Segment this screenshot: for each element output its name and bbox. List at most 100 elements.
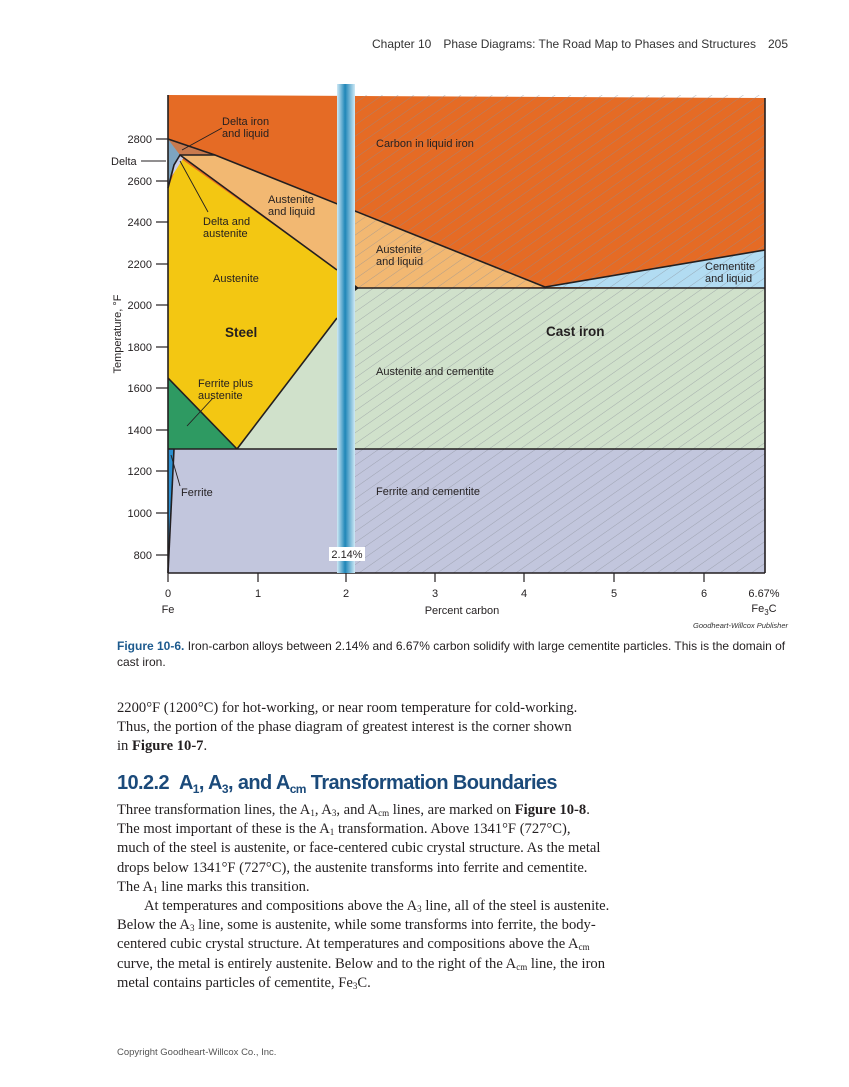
text-run: A bbox=[178, 772, 193, 794]
label-carbon-liquid: Carbon in liquid iron bbox=[376, 138, 474, 150]
text-run: lines, are marked on bbox=[389, 802, 515, 818]
text-line: much of the steel is austenite, or face-… bbox=[117, 839, 797, 858]
y-tick-label: 2600 bbox=[128, 176, 152, 188]
subscript: cm bbox=[378, 808, 390, 818]
subscript: 3 bbox=[417, 904, 422, 915]
text-run: , A bbox=[198, 772, 223, 794]
x-tick-label: 4 bbox=[521, 588, 527, 600]
subscript: cm bbox=[289, 782, 307, 796]
text-run: Thus, the portion of the phase diagram o… bbox=[117, 719, 572, 736]
liquidus-line bbox=[167, 138, 766, 288]
x-tick-label: 0 bbox=[165, 588, 171, 600]
y-tick-label: 1800 bbox=[128, 342, 152, 354]
y-tick-label: 1400 bbox=[128, 425, 152, 437]
ferrite-solvus-line bbox=[167, 448, 175, 574]
text-line: 2200°F (1200°C) for hot-working, or near… bbox=[117, 699, 797, 718]
text-run: , and A bbox=[336, 802, 379, 818]
divider-2-14-percent bbox=[337, 84, 355, 573]
x-tick-label: 6 bbox=[701, 588, 707, 600]
text-run: curve, the metal is entirely austenite. … bbox=[117, 955, 517, 972]
solidus-line bbox=[167, 153, 338, 271]
text-run: The A bbox=[117, 878, 154, 895]
text-line: The most important of these is the A1 tr… bbox=[117, 820, 797, 839]
running-header: Chapter 10 Phase Diagrams: The Road Map t… bbox=[360, 37, 788, 51]
text-run: centered cubic crystal structure. At tem… bbox=[117, 936, 579, 953]
text-line: centered cubic crystal structure. At tem… bbox=[117, 935, 797, 954]
text-run: , A bbox=[314, 802, 332, 818]
subscript: 3 bbox=[189, 923, 195, 934]
page-number: 205 bbox=[767, 37, 788, 51]
text-run: line, all of the steel is austenite. bbox=[421, 898, 610, 915]
label-ferrite: Ferrite bbox=[181, 487, 213, 499]
text-run: Below the A bbox=[117, 917, 190, 934]
label-delta-iron-liquid: Delta iron and liquid bbox=[222, 116, 269, 140]
region-austenite bbox=[168, 158, 337, 449]
label-austenite-liquid-left: Austenite and liquid bbox=[268, 194, 315, 218]
text-run: line, the iron bbox=[527, 955, 606, 972]
y-tick-label: 800 bbox=[134, 550, 152, 562]
x-left-label: Fe bbox=[162, 604, 175, 616]
subscript: 1 bbox=[310, 808, 315, 818]
footer-copyright: Copyright Goodheart-Willcox Co., Inc. bbox=[117, 1047, 277, 1058]
text-run: in bbox=[117, 738, 132, 755]
y-axis-label: Temperature, °F bbox=[112, 294, 124, 373]
divider-label-box bbox=[329, 547, 365, 561]
y-tick-label: 1600 bbox=[128, 383, 152, 395]
section-title: A1, A3, and Acm Transformation Boundarie… bbox=[178, 772, 558, 796]
label-delta: Delta bbox=[111, 156, 138, 168]
y-tick-label: 2000 bbox=[128, 300, 152, 312]
x-axis-label: Percent carbon bbox=[425, 605, 500, 617]
text-line: Below the A3 line, some is austenite, wh… bbox=[117, 916, 797, 935]
y-tick-label: 1200 bbox=[128, 466, 152, 478]
x-right-label: Fe3C bbox=[751, 603, 776, 617]
x-tick-label: 6.67% bbox=[748, 588, 779, 600]
subscript: 1 bbox=[153, 884, 158, 895]
x-tick-label: 2 bbox=[343, 588, 349, 600]
text-run: Three transformation lines, the A bbox=[117, 802, 311, 818]
label-delta-austenite: Delta and austenite bbox=[203, 216, 250, 240]
text-run: C. bbox=[357, 974, 371, 991]
x-tick-label: 3 bbox=[432, 588, 438, 600]
subscript: cm bbox=[578, 942, 590, 953]
y-tick-label: 2200 bbox=[128, 259, 152, 271]
text-line: in Figure 10-7. bbox=[117, 737, 797, 756]
text-run: drops below 1341°F (727°C), the austenit… bbox=[117, 859, 588, 876]
figure-reference: Figure 10-7 bbox=[132, 738, 204, 755]
figure-credit: Goodheart-Willcox Publisher bbox=[693, 621, 788, 630]
caption-label: Figure 10-6. bbox=[117, 639, 185, 653]
text-run: 2200°F (1200°C) for hot-working, or near… bbox=[117, 700, 578, 716]
section-heading: 10.2.2 A1, A3, and Acm Transformation Bo… bbox=[117, 772, 558, 796]
text-line: At temperatures and compositions above t… bbox=[117, 897, 797, 916]
label-austenite-liquid-right: Austenite and liquid bbox=[376, 244, 423, 268]
text-line: Three transformation lines, the A1, A3, … bbox=[117, 801, 797, 820]
y-tick-label: 2400 bbox=[128, 217, 152, 229]
text-run: . bbox=[203, 738, 208, 755]
y-tick-label: 2800 bbox=[128, 134, 152, 146]
body-paragraphs: Three transformation lines, the A1, A3, … bbox=[117, 801, 797, 993]
chapter-label: Chapter 10 bbox=[371, 37, 432, 51]
text-run: line marks this transition. bbox=[157, 878, 310, 895]
subscript: 3 bbox=[352, 980, 358, 991]
eutectic-marker-icon bbox=[355, 285, 359, 291]
label-austenite: Austenite bbox=[213, 273, 259, 285]
intro-paragraph: 2200°F (1200°C) for hot-working, or near… bbox=[117, 699, 797, 757]
x-tick-label: 1 bbox=[255, 588, 261, 600]
region-delta-austenite bbox=[172, 155, 184, 176]
text-run: . bbox=[586, 802, 590, 818]
text-run: metal contains particles of cementite, F… bbox=[117, 974, 353, 991]
subscript: 3 bbox=[221, 782, 229, 796]
text-run: Transformation Boundaries bbox=[305, 772, 558, 794]
text-line: Thus, the portion of the phase diagram o… bbox=[117, 718, 797, 737]
label-cast-iron: Cast iron bbox=[546, 324, 605, 339]
iron-carbon-phase-diagram: 2800 2600 2400 2200 2000 1800 1600 1400 … bbox=[111, 84, 780, 617]
text-run: The most important of these is the A bbox=[117, 821, 330, 838]
section-number: 10.2.2 bbox=[117, 772, 170, 794]
subscript: 3 bbox=[331, 808, 337, 818]
label-ferrite-cementite: Ferrite and cementite bbox=[376, 486, 480, 498]
figure-reference: Figure 10-8 bbox=[514, 802, 587, 818]
cast-iron-hatching bbox=[355, 95, 765, 573]
x-tick-label: 5 bbox=[611, 588, 617, 600]
text-run: much of the steel is austenite, or face-… bbox=[117, 840, 601, 857]
text-line: curve, the metal is entirely austenite. … bbox=[117, 955, 797, 974]
caption-text: Iron-carbon alloys between 2.14% and 6.6… bbox=[117, 639, 786, 669]
